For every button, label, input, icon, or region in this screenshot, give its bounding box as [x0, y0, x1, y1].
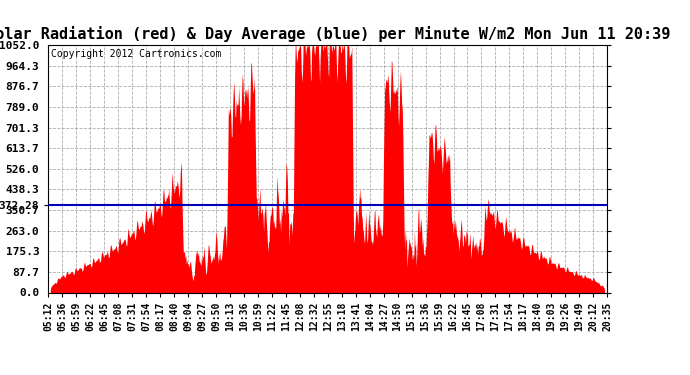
Text: Copyright 2012 Cartronics.com: Copyright 2012 Cartronics.com	[51, 49, 221, 59]
Title: Solar Radiation (red) & Day Average (blue) per Minute W/m2 Mon Jun 11 20:39: Solar Radiation (red) & Day Average (blu…	[0, 27, 670, 42]
